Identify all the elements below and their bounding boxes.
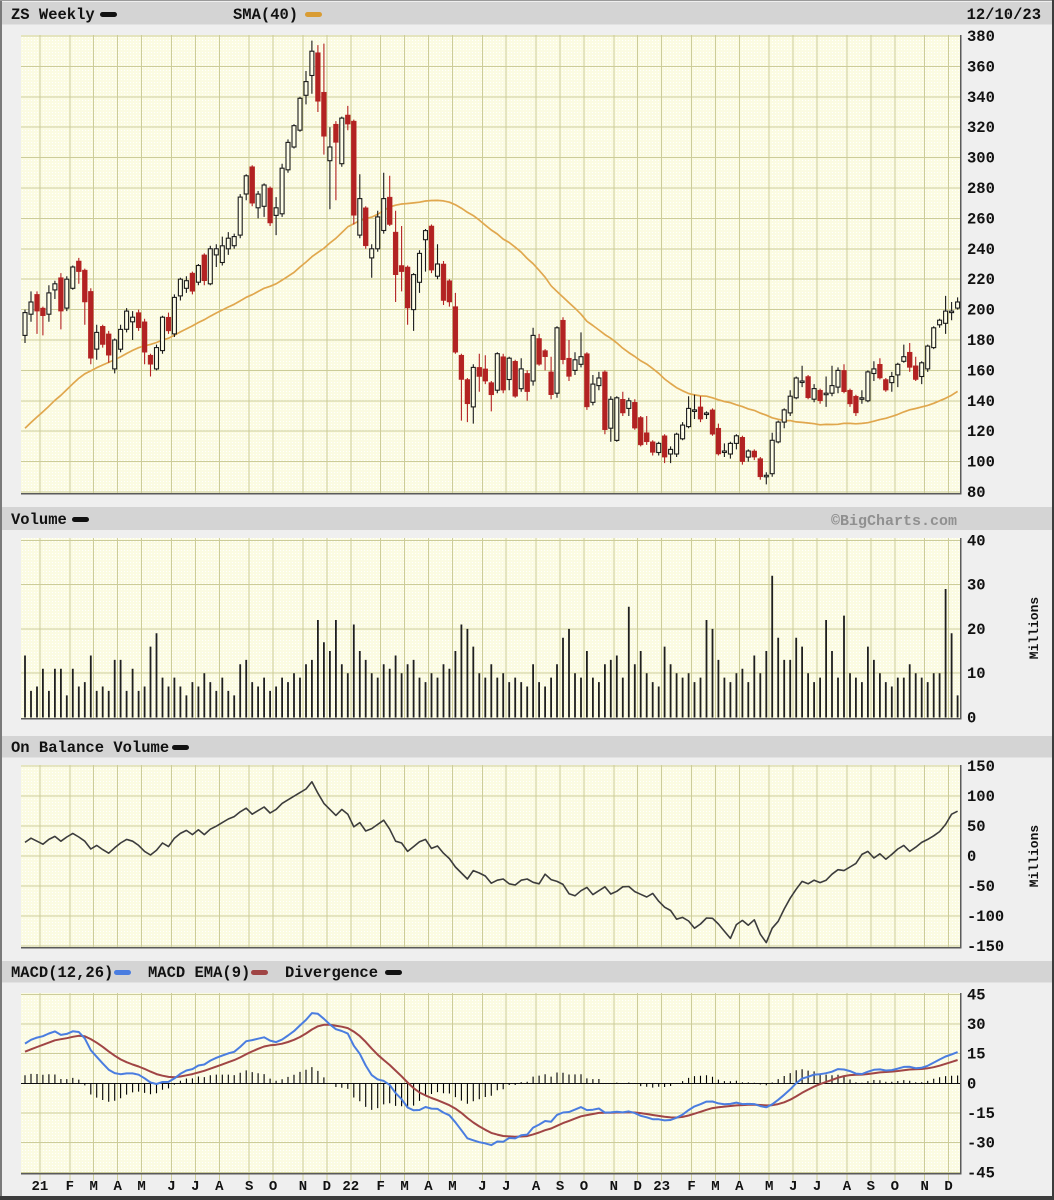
- svg-text:MACD(12,26): MACD(12,26): [11, 964, 113, 982]
- svg-text:MACD EMA(9): MACD EMA(9): [148, 964, 250, 982]
- svg-text:10: 10: [967, 665, 986, 683]
- svg-text:M: M: [400, 1179, 408, 1195]
- svg-text:A: A: [424, 1179, 433, 1195]
- svg-text:45: 45: [967, 986, 986, 1004]
- svg-text:340: 340: [967, 89, 995, 107]
- svg-text:15: 15: [967, 1046, 986, 1064]
- svg-text:22: 22: [342, 1179, 359, 1195]
- svg-text:20: 20: [967, 621, 986, 639]
- svg-text:Volume: Volume: [11, 511, 67, 529]
- svg-text:O: O: [269, 1179, 277, 1195]
- svg-text:Divergence: Divergence: [285, 964, 378, 982]
- svg-text:180: 180: [967, 332, 995, 350]
- svg-text:J: J: [813, 1179, 821, 1195]
- svg-text:280: 280: [967, 180, 995, 198]
- svg-text:A: A: [215, 1179, 224, 1195]
- svg-text:N: N: [920, 1179, 928, 1195]
- svg-text:A: A: [735, 1179, 744, 1195]
- svg-text:23: 23: [653, 1179, 670, 1195]
- svg-text:0: 0: [967, 1075, 976, 1093]
- svg-text:-15: -15: [967, 1105, 995, 1123]
- svg-text:12/10/23: 12/10/23: [967, 6, 1041, 24]
- svg-text:360: 360: [967, 58, 995, 76]
- svg-text:D: D: [323, 1179, 331, 1195]
- svg-text:220: 220: [967, 271, 995, 289]
- svg-text:-30: -30: [967, 1135, 995, 1153]
- svg-text:240: 240: [967, 241, 995, 259]
- svg-text:©BigCharts.com: ©BigCharts.com: [831, 513, 957, 530]
- svg-text:J: J: [191, 1179, 199, 1195]
- svg-text:80: 80: [967, 484, 986, 502]
- svg-text:A: A: [843, 1179, 852, 1195]
- svg-text:-100: -100: [967, 908, 1004, 926]
- svg-text:A: A: [113, 1179, 122, 1195]
- svg-text:M: M: [448, 1179, 456, 1195]
- svg-text:M: M: [137, 1179, 145, 1195]
- svg-text:40: 40: [967, 532, 986, 550]
- svg-text:150: 150: [967, 758, 995, 776]
- svg-text:S: S: [867, 1179, 875, 1195]
- svg-text:J: J: [502, 1179, 510, 1195]
- svg-text:0: 0: [967, 848, 976, 866]
- svg-text:F: F: [376, 1179, 384, 1195]
- svg-text:300: 300: [967, 150, 995, 168]
- svg-text:D: D: [944, 1179, 952, 1195]
- svg-text:J: J: [478, 1179, 486, 1195]
- svg-text:30: 30: [967, 577, 986, 595]
- svg-text:Millions: Millions: [1027, 597, 1042, 660]
- svg-text:100: 100: [967, 454, 995, 472]
- svg-text:SMA(40): SMA(40): [233, 6, 298, 24]
- svg-text:50: 50: [967, 818, 986, 836]
- svg-text:S: S: [245, 1179, 253, 1195]
- svg-text:30: 30: [967, 1016, 986, 1034]
- svg-text:0: 0: [967, 710, 976, 728]
- svg-text:Millions: Millions: [1027, 825, 1042, 888]
- svg-text:M: M: [711, 1179, 719, 1195]
- svg-text:-150: -150: [967, 938, 1004, 956]
- svg-text:ZS Weekly: ZS Weekly: [11, 6, 95, 24]
- svg-text:O: O: [891, 1179, 899, 1195]
- svg-text:N: N: [299, 1179, 307, 1195]
- svg-text:380: 380: [967, 28, 995, 46]
- svg-text:200: 200: [967, 302, 995, 320]
- svg-text:On Balance Volume: On Balance Volume: [11, 739, 169, 757]
- svg-text:M: M: [90, 1179, 98, 1195]
- svg-text:F: F: [687, 1179, 695, 1195]
- svg-text:N: N: [610, 1179, 618, 1195]
- svg-text:J: J: [789, 1179, 797, 1195]
- svg-text:J: J: [167, 1179, 175, 1195]
- svg-text:D: D: [634, 1179, 642, 1195]
- svg-text:O: O: [580, 1179, 588, 1195]
- svg-text:120: 120: [967, 423, 995, 441]
- svg-text:320: 320: [967, 119, 995, 137]
- svg-text:260: 260: [967, 210, 995, 228]
- svg-text:A: A: [532, 1179, 541, 1195]
- svg-text:140: 140: [967, 393, 995, 411]
- svg-text:160: 160: [967, 362, 995, 380]
- svg-text:F: F: [66, 1179, 74, 1195]
- svg-text:S: S: [556, 1179, 564, 1195]
- svg-text:-45: -45: [967, 1164, 995, 1182]
- svg-text:M: M: [765, 1179, 773, 1195]
- svg-text:21: 21: [32, 1179, 49, 1195]
- svg-text:-50: -50: [967, 878, 995, 896]
- svg-text:100: 100: [967, 788, 995, 806]
